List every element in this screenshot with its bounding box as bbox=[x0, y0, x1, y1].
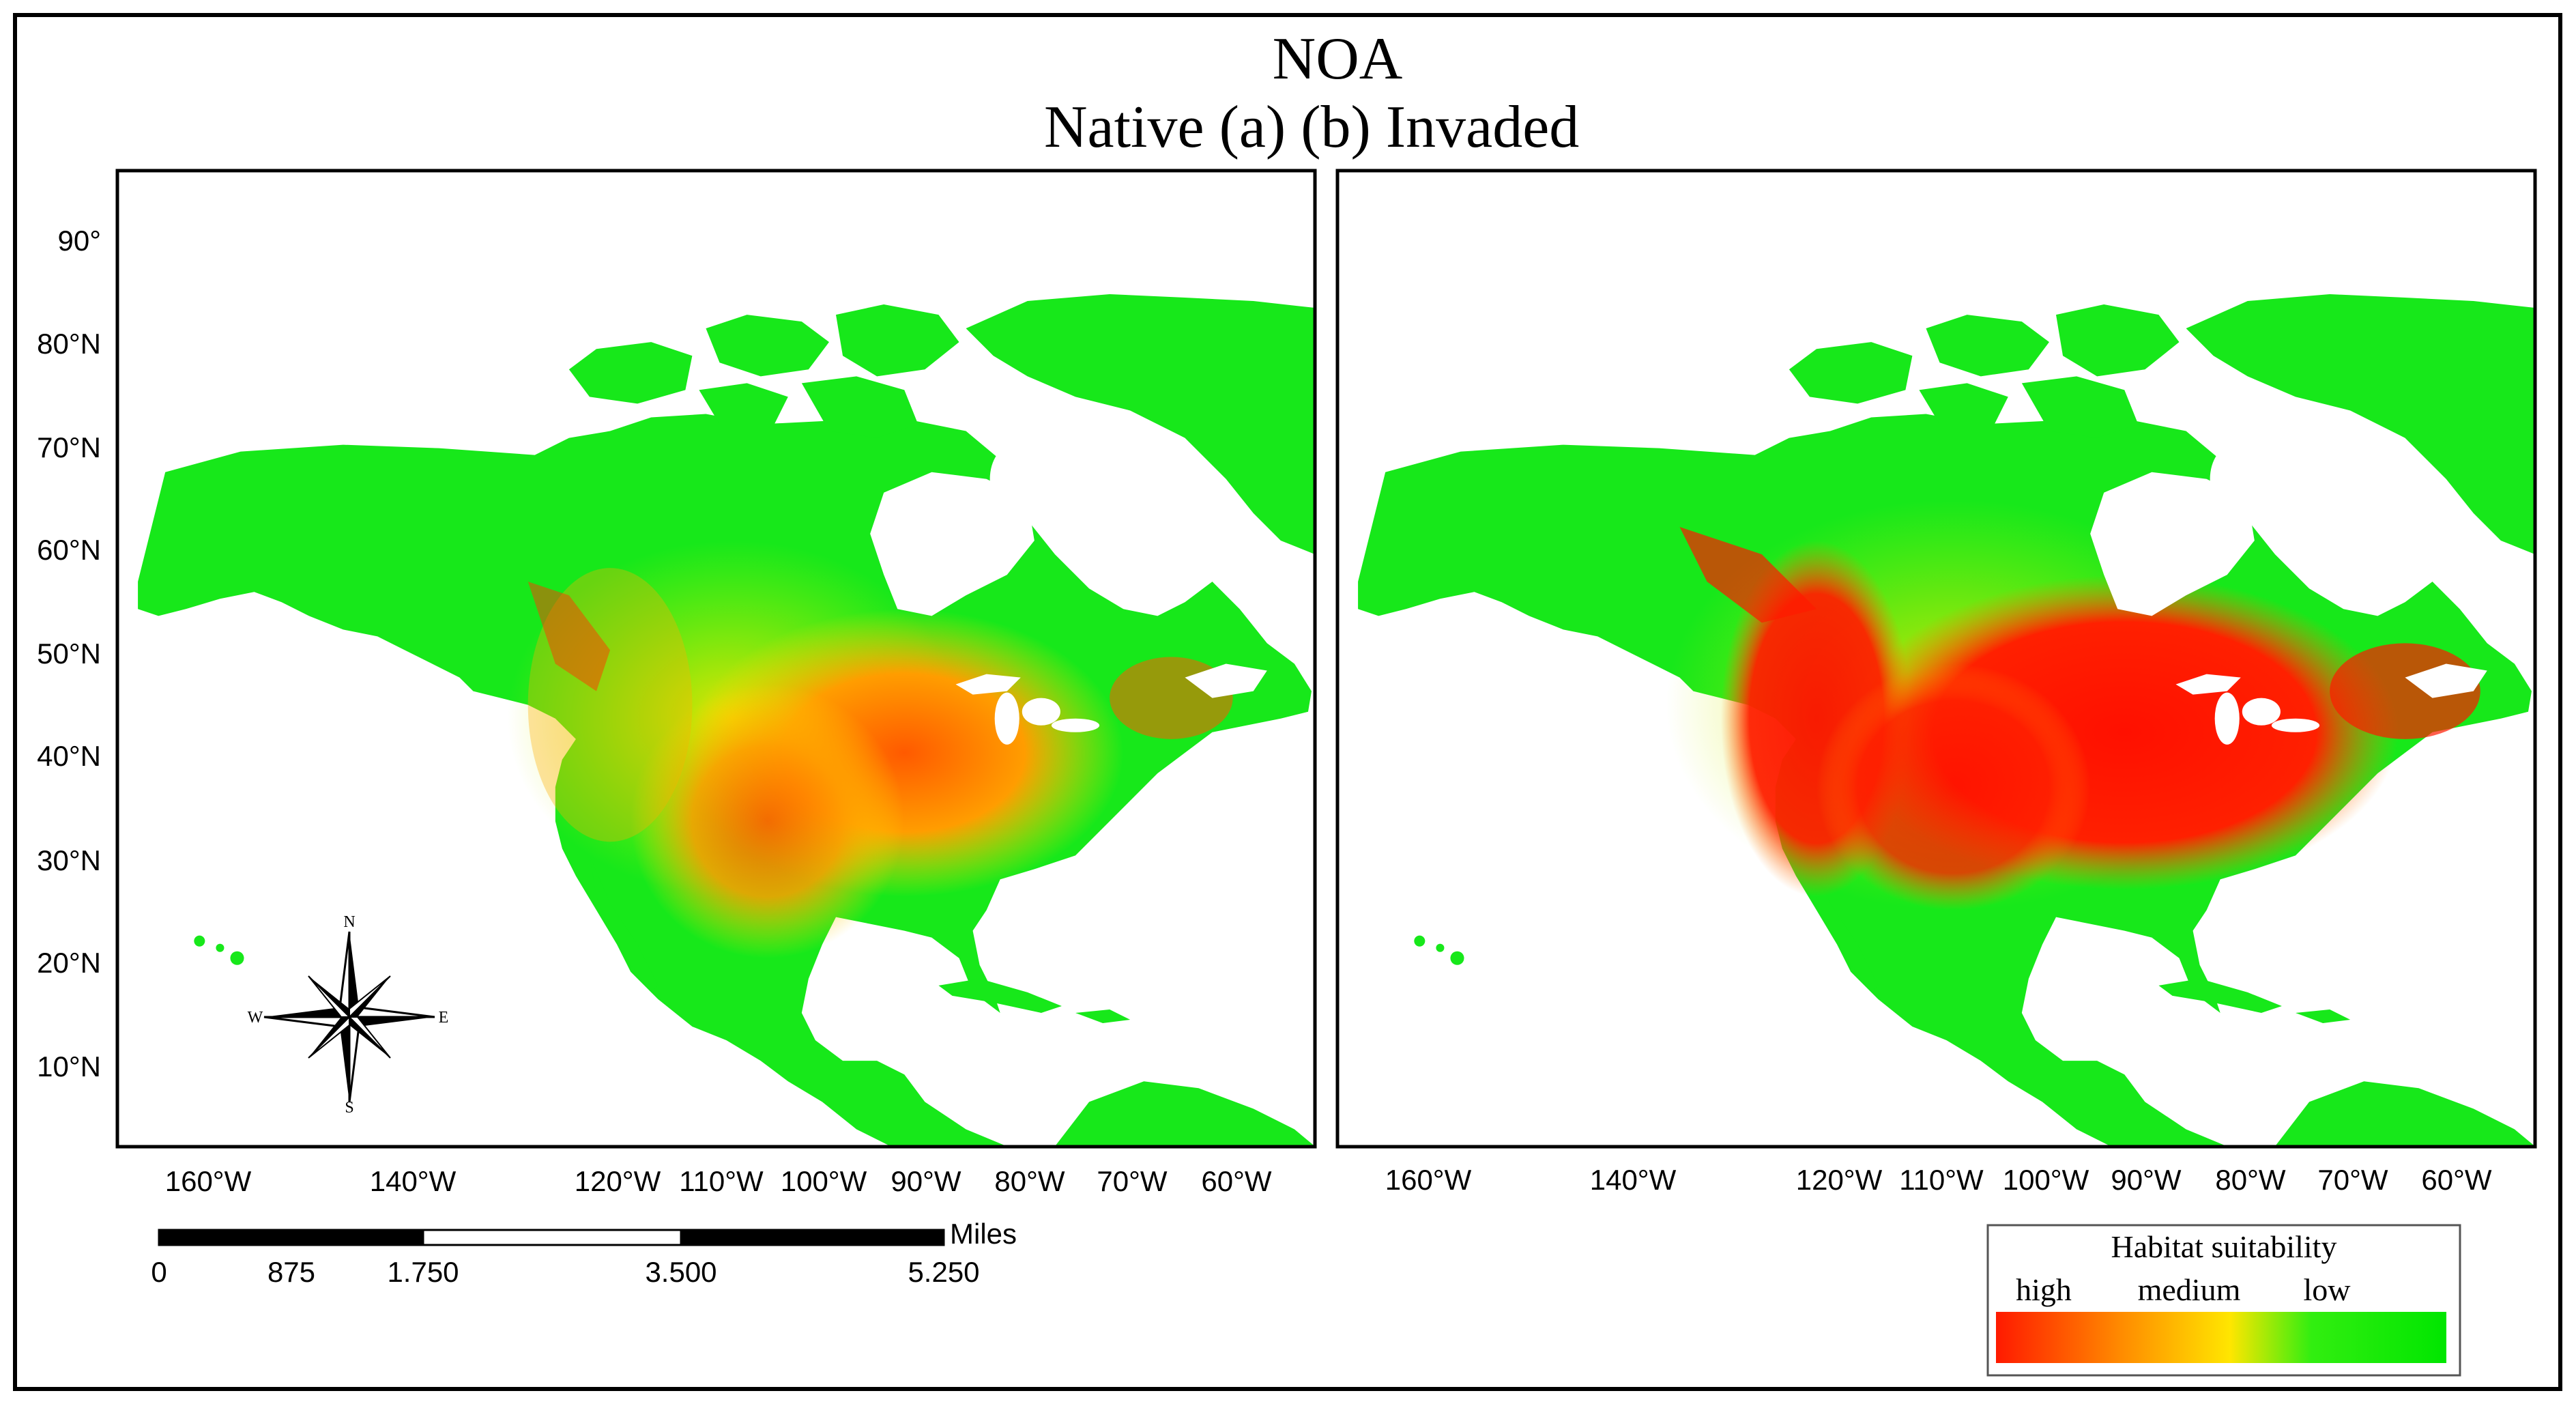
scale-tick: 5.250 bbox=[908, 1256, 979, 1288]
compass-n: N bbox=[343, 913, 355, 931]
lon-label: 90°W bbox=[891, 1165, 961, 1197]
lat-label: 20°N bbox=[37, 947, 101, 979]
scale-unit: Miles bbox=[950, 1218, 1017, 1250]
lat-label: 80°N bbox=[37, 328, 101, 360]
map-invaded bbox=[1335, 169, 2537, 1149]
lon-label: 120°W bbox=[1796, 1164, 1883, 1196]
legend-high: high bbox=[2016, 1272, 2072, 1307]
legend: Habitat suitability high medium low bbox=[1986, 1224, 2461, 1377]
lon-label: 60°W bbox=[1201, 1165, 1272, 1197]
lon-label: 120°W bbox=[575, 1165, 661, 1197]
figure-title: NOA bbox=[1273, 26, 1403, 92]
lon-label: 80°W bbox=[994, 1165, 1065, 1197]
figure-subtitle: Native (a) (b) Invaded bbox=[1044, 94, 1579, 160]
lon-label: 110°W bbox=[679, 1165, 764, 1197]
lon-label: 80°W bbox=[2215, 1164, 2286, 1196]
legend-color-ramp bbox=[1996, 1312, 2446, 1363]
compass-s: S bbox=[345, 1099, 353, 1117]
legend-title: Habitat suitability bbox=[2111, 1229, 2337, 1264]
lat-label: 30°N bbox=[37, 844, 101, 876]
scale-tick: 0 bbox=[151, 1256, 167, 1288]
lon-label: 70°W bbox=[1097, 1165, 1168, 1197]
lon-label: 60°W bbox=[2421, 1164, 2492, 1196]
map-native bbox=[115, 169, 1317, 1149]
lon-label: 140°W bbox=[1590, 1164, 1677, 1196]
map-invaded-frame bbox=[1335, 169, 2537, 1149]
scale-bar: Miles 0 875 1.750 3.500 5.250 bbox=[151, 1218, 1017, 1288]
latitude-labels: 90° 80°N 70°N 60°N 50°N 40°N 30°N 20°N 1… bbox=[37, 225, 101, 1083]
lon-label: 110°W bbox=[1899, 1164, 1984, 1196]
lon-label: 90°W bbox=[2111, 1164, 2182, 1196]
lon-label: 100°W bbox=[2003, 1164, 2089, 1196]
compass-e: E bbox=[439, 1009, 449, 1027]
legend-medium: medium bbox=[2138, 1272, 2241, 1307]
longitude-labels-native: 160°W 140°W 120°W 110°W 100°W 90°W 80°W … bbox=[165, 1165, 1272, 1197]
scale-tick: 875 bbox=[267, 1256, 315, 1288]
scale-tick: 3.500 bbox=[645, 1256, 717, 1288]
lon-label: 140°W bbox=[370, 1165, 457, 1197]
legend-low: low bbox=[2304, 1272, 2351, 1307]
lon-label: 70°W bbox=[2317, 1164, 2388, 1196]
lat-label: 40°N bbox=[37, 740, 101, 772]
lon-label: 160°W bbox=[165, 1165, 252, 1197]
map-native-frame bbox=[115, 169, 1317, 1149]
scale-tick: 1.750 bbox=[387, 1256, 459, 1288]
lat-label: 90° bbox=[57, 225, 101, 257]
lat-label: 70°N bbox=[37, 431, 101, 463]
compass-w: W bbox=[248, 1009, 263, 1027]
lat-label: 60°N bbox=[37, 534, 101, 566]
lon-label: 160°W bbox=[1385, 1164, 1472, 1196]
lat-label: 50°N bbox=[37, 637, 101, 670]
compass-rose-icon: N S E W bbox=[248, 913, 449, 1117]
lat-label: 10°N bbox=[37, 1050, 101, 1083]
lon-label: 100°W bbox=[781, 1165, 867, 1197]
longitude-labels-invaded: 160°W 140°W 120°W 110°W 100°W 90°W 80°W … bbox=[1385, 1164, 2492, 1196]
